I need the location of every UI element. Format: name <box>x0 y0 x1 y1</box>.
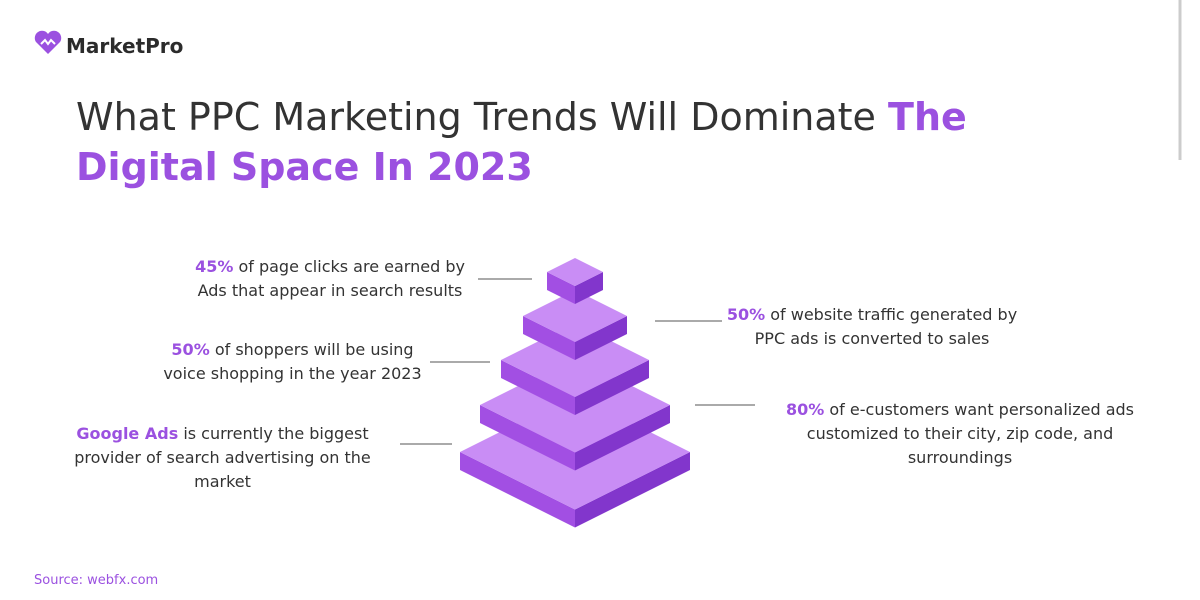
pyramid-face <box>575 316 627 360</box>
fact: 80% of e-customers want personalized ads… <box>765 398 1155 470</box>
pyramid-face <box>460 452 575 528</box>
title: What PPC Marketing Trends Will Dominate … <box>76 92 1076 192</box>
fact-text: of page clicks are earned by Ads that ap… <box>197 257 465 300</box>
pyramid-face <box>575 272 603 304</box>
connectors <box>400 278 755 445</box>
pyramid-face <box>480 405 575 471</box>
title-plain: What PPC Marketing Trends Will Dominate <box>76 95 876 139</box>
fact-highlight: 50% <box>171 340 210 359</box>
fact-text: of e-customers want personalized ads cus… <box>806 400 1134 467</box>
fact: 50% of shoppers will be using voice shop… <box>155 338 430 386</box>
fact-highlight: 45% <box>195 257 234 276</box>
pyramid-face <box>575 405 670 471</box>
brand-logo <box>34 30 62 54</box>
fact-highlight: 50% <box>726 305 766 324</box>
fact-text: of shoppers will be using voice shopping… <box>163 340 422 383</box>
pyramid-face <box>523 316 575 360</box>
pyramid-face <box>501 360 575 415</box>
fact: 50% of website traffic generated by PPC … <box>722 303 1022 351</box>
pyramid-face <box>575 452 690 528</box>
pyramid-face <box>575 360 649 415</box>
brand: MarketPro <box>66 34 184 58</box>
pyramid-face <box>523 290 627 342</box>
fact-highlight: Google Ads <box>76 424 179 443</box>
fact-text: is currently the biggest provider of sea… <box>74 424 371 491</box>
fact: 45% of page clicks are earned by Ads tha… <box>185 255 475 303</box>
pyramid <box>460 258 690 528</box>
pyramid-face <box>547 272 575 304</box>
fact-highlight: 80% <box>786 400 825 419</box>
pyramid-face <box>547 258 603 286</box>
title-highlight: The Digital Space In 2023 <box>76 95 967 189</box>
fact-text: of website traffic generated by PPC ads … <box>754 305 1018 348</box>
source: Source: webfx.com <box>34 573 159 588</box>
fact: Google Ads is currently the biggest prov… <box>50 422 395 494</box>
